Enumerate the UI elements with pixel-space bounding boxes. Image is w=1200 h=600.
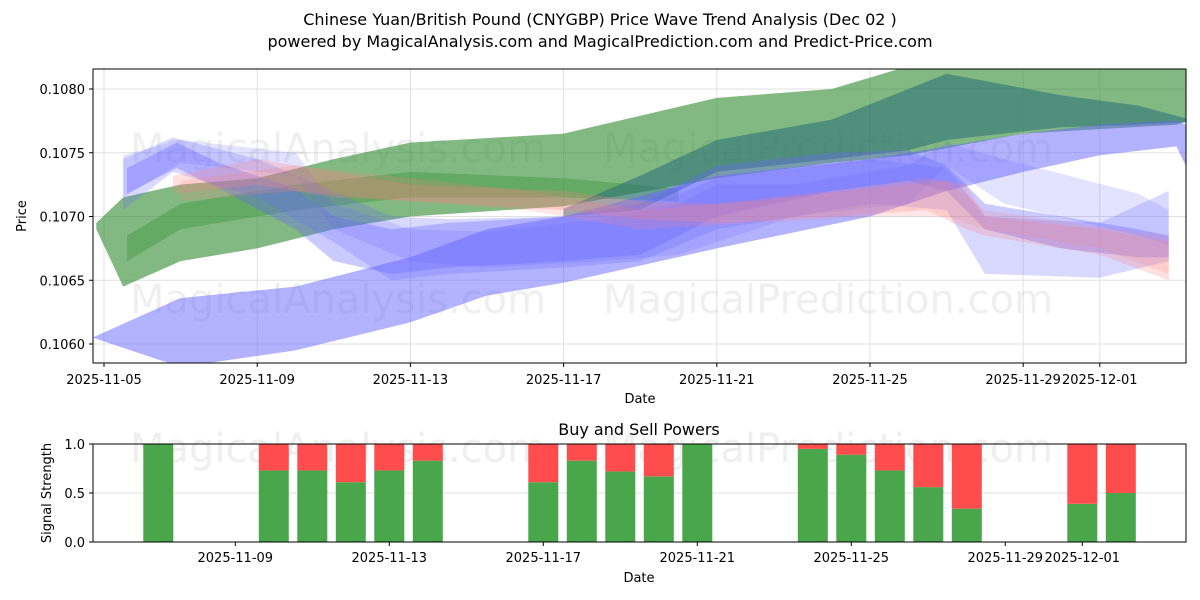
x-tick-label: 2025-11-21 <box>679 373 755 388</box>
buy-bar <box>335 482 366 542</box>
sub-ticks: 0.0 0.5 1.0 2025-11-09 2025-11-13 2025-11-17 2… <box>64 438 1120 566</box>
main-x-axis-label: Date <box>624 392 655 407</box>
chart-title: Chinese Yuan/British Pound (CNYGBP) Pric… <box>303 10 897 29</box>
buy-sell-title: Buy and Sell Powers <box>558 420 720 439</box>
sell-bar <box>258 444 289 471</box>
price-bands <box>93 69 1186 363</box>
buy-bar <box>258 470 289 542</box>
sell-bar <box>297 444 328 471</box>
x-tick-label: 2025-11-09 <box>198 551 274 566</box>
x-tick-label: 2025-11-29 <box>968 551 1044 566</box>
buy-bar <box>143 444 174 542</box>
buy-sell-powers-plot: Buy and Sell Powers MagicalAnalysis.com … <box>40 420 1187 586</box>
x-tick-label: 2025-11-13 <box>373 373 449 388</box>
sell-bar <box>374 444 405 471</box>
buy-bar <box>1067 503 1098 542</box>
chart-subtitle: powered by MagicalAnalysis.com and Magic… <box>267 32 933 51</box>
buy-bar <box>605 471 636 542</box>
buy-bar <box>682 444 713 542</box>
buy-bar <box>643 476 674 542</box>
sell-bar <box>836 444 867 455</box>
x-tick-label: 2025-11-17 <box>506 551 582 566</box>
sell-bar <box>874 444 905 471</box>
buy-bar <box>297 470 328 542</box>
y-tick-label: 0.0 <box>64 536 85 551</box>
x-tick-label: 2025-11-13 <box>352 551 428 566</box>
buy-sell-bars <box>143 444 1136 542</box>
buy-bar <box>528 482 559 542</box>
sell-bar <box>643 444 674 477</box>
y-tick-label: 0.1075 <box>40 147 86 162</box>
buy-bar <box>836 454 867 542</box>
x-tick-label: 2025-11-09 <box>219 373 295 388</box>
x-tick-label: 2025-11-05 <box>66 373 142 388</box>
y-tick-label: 0.1065 <box>40 274 86 289</box>
blue-lower-trend-band <box>93 120 1186 363</box>
x-tick-label: 2025-12-01 <box>1062 373 1138 388</box>
x-tick-label: 2025-11-25 <box>832 373 908 388</box>
buy-bar <box>797 448 828 542</box>
sell-bar <box>913 444 944 488</box>
red-wave-2-band <box>180 165 1169 274</box>
y-tick-label: 0.1080 <box>40 83 86 98</box>
buy-bar <box>913 487 944 542</box>
sell-bar <box>528 444 559 483</box>
teal-trend-band <box>563 73 1186 217</box>
red-wave-1-band <box>172 159 1169 281</box>
y-tick-label: 0.1060 <box>40 338 86 353</box>
blue-wave-3-band <box>123 140 1169 268</box>
buy-bar <box>566 460 597 542</box>
sell-bar <box>1105 444 1136 493</box>
main-ticks: 0.1060 0.1065 0.1070 0.1075 0.1080 2025-11-05… <box>40 83 1138 388</box>
y-tick-label: 0.5 <box>64 487 85 502</box>
sell-bar <box>797 444 828 449</box>
sell-bar <box>1067 444 1098 504</box>
green-inner-trend-band <box>127 171 679 262</box>
buy-bar <box>374 470 405 542</box>
x-tick-label: 2025-11-25 <box>814 551 890 566</box>
x-tick-label: 2025-11-29 <box>985 373 1061 388</box>
y-tick-label: 0.1070 <box>40 211 86 226</box>
sell-bar <box>412 444 443 461</box>
blue-wave-2-band <box>123 137 1169 281</box>
watermark-prediction: MagicalPrediction.com <box>603 277 1053 323</box>
x-tick-label: 2025-12-01 <box>1045 551 1121 566</box>
sell-bar <box>566 444 597 461</box>
x-tick-label: 2025-11-21 <box>660 551 736 566</box>
sell-bar <box>335 444 366 483</box>
sub-x-axis-label: Date <box>623 571 654 586</box>
main-y-axis-label: Price <box>15 200 30 232</box>
sub-y-axis-label: Signal Strength <box>40 443 55 543</box>
sell-bar <box>951 444 982 509</box>
sell-bar <box>605 444 636 472</box>
x-tick-label: 2025-11-17 <box>526 373 602 388</box>
buy-bar <box>874 470 905 542</box>
price-wave-plot: MagicalAnalysis.com MagicalPrediction.co… <box>15 68 1187 407</box>
y-tick-label: 1.0 <box>64 438 85 453</box>
buy-bar <box>412 460 443 542</box>
buy-bar <box>1105 493 1136 542</box>
buy-bar <box>951 508 982 542</box>
blue-wave-1-band <box>127 142 1169 274</box>
